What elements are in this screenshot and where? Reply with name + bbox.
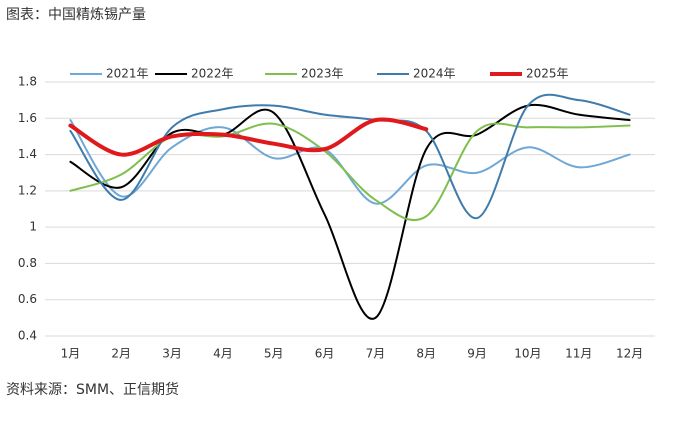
- x-tick-label: 12月: [616, 347, 643, 361]
- series-line: [69, 122, 631, 222]
- series-line: [69, 93, 631, 220]
- legend-label: 2023年: [301, 67, 344, 81]
- x-tick-label: 2月: [111, 347, 131, 361]
- x-tick-label: 6月: [315, 347, 335, 361]
- y-tick-label: 0.6: [18, 292, 37, 306]
- x-tick-label: 4月: [213, 347, 233, 361]
- x-tick-label: 5月: [264, 347, 284, 361]
- y-tick-label: 1.6: [18, 111, 37, 125]
- x-tick-label: 1月: [61, 347, 81, 361]
- chart-title: 图表：中国精炼锡产量: [6, 7, 146, 23]
- legend-label: 2024年: [413, 67, 456, 81]
- x-tick-label: 9月: [467, 347, 487, 361]
- source-note: 资料来源：SMM、正信期货: [6, 381, 179, 398]
- x-tick-label: 11月: [565, 347, 592, 361]
- x-tick-label: 3月: [162, 347, 182, 361]
- x-tick-label: 8月: [416, 347, 436, 361]
- y-tick-label: 1: [29, 220, 37, 234]
- legend-label: 2025年: [526, 67, 569, 81]
- x-tick-label: 7月: [366, 347, 386, 361]
- y-tick-label: 0.4: [18, 329, 37, 343]
- series-line: [68, 117, 429, 157]
- legend-label: 2021年: [106, 67, 149, 81]
- y-tick-label: 0.8: [18, 256, 37, 270]
- x-tick-label: 10月: [514, 347, 541, 361]
- y-tick-label: 1.4: [18, 147, 37, 161]
- y-tick-label: 1.8: [18, 75, 37, 89]
- y-tick-label: 1.2: [18, 183, 37, 197]
- series-line: [69, 103, 631, 320]
- series-line: [69, 119, 631, 205]
- legend-label: 2022年: [191, 67, 234, 81]
